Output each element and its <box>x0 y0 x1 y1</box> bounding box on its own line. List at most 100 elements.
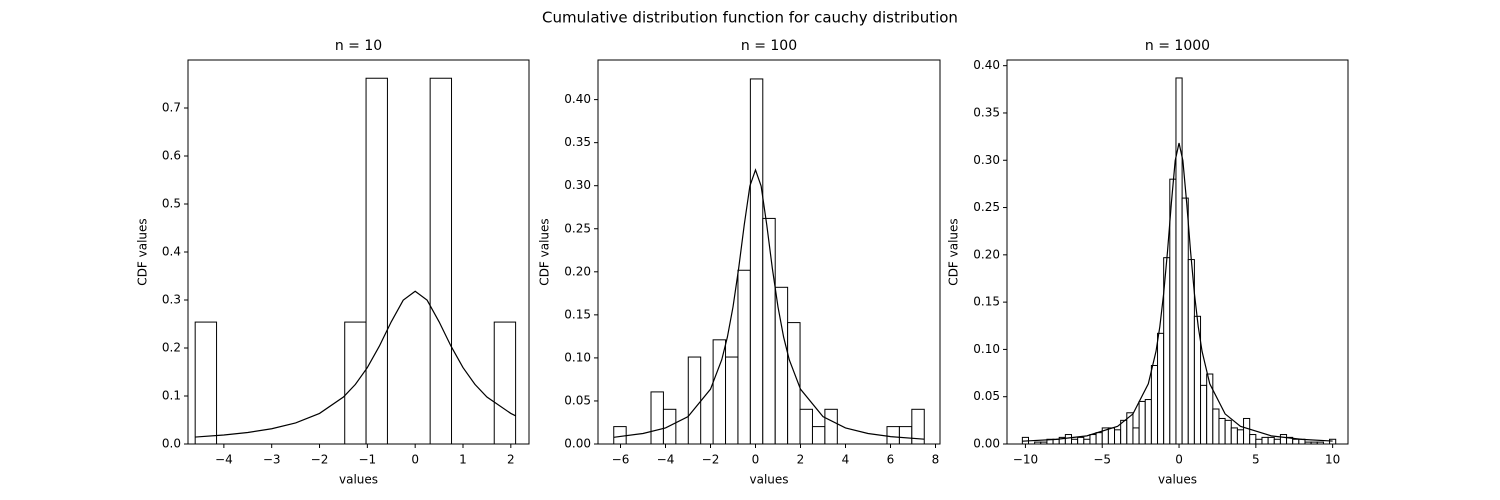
x-tick-label: 1 <box>459 453 467 467</box>
bar <box>1261 436 1269 445</box>
subplot-title: n = 10 <box>335 38 382 54</box>
x-tick-label: 10 <box>1325 453 1340 467</box>
bar <box>1218 417 1226 445</box>
bar <box>774 286 789 445</box>
bar <box>662 408 677 445</box>
y-axis-label: CDF values <box>538 218 552 285</box>
bar <box>1132 427 1140 445</box>
y-tick-label: 0.05 <box>973 389 1000 403</box>
y-tick-label: 0.10 <box>564 350 591 364</box>
bar <box>650 391 664 445</box>
y-tick-label: 0.30 <box>564 178 591 192</box>
x-tick-label: 2 <box>797 453 805 467</box>
y-tick-label: 0.20 <box>973 247 1000 261</box>
bar <box>1249 434 1257 445</box>
bar <box>687 356 702 445</box>
subplot-title: n = 100 <box>741 38 797 54</box>
axes-frame <box>597 59 941 445</box>
bar <box>737 269 751 445</box>
bar <box>886 426 900 445</box>
bar <box>1329 438 1337 445</box>
bar <box>429 77 453 445</box>
x-tick-label: 2 <box>507 453 515 467</box>
bar <box>1279 434 1288 445</box>
y-axis-label: CDF values <box>136 218 150 285</box>
bar <box>1230 427 1238 445</box>
bar <box>613 426 627 445</box>
bar <box>1120 419 1128 445</box>
y-axis-label: CDF values <box>947 218 961 285</box>
x-tick-label: 5 <box>1252 453 1260 467</box>
bar <box>493 321 517 445</box>
bar <box>1224 419 1232 445</box>
y-tick-label: 0.7 <box>162 101 181 115</box>
bar <box>344 321 367 445</box>
bar <box>1157 332 1165 445</box>
y-tick-label: 0.2 <box>162 341 181 355</box>
bar <box>1212 408 1220 445</box>
x-tick-label: −2 <box>311 453 329 467</box>
bar <box>1089 434 1097 445</box>
bar <box>811 426 826 445</box>
y-tick-label: 0.40 <box>564 92 591 106</box>
x-tick-label: 8 <box>932 453 940 467</box>
bar <box>1150 364 1159 445</box>
x-tick-label: −4 <box>215 453 233 467</box>
y-tick-label: 0.25 <box>564 221 591 235</box>
y-tick-label: 0.00 <box>564 437 591 451</box>
x-tick-label: 0 <box>411 453 419 467</box>
y-tick-label: 0.35 <box>973 105 1000 119</box>
bar <box>1077 436 1085 445</box>
y-tick-label: 0.0 <box>162 437 181 451</box>
bar <box>1200 384 1208 445</box>
bar <box>1071 438 1079 445</box>
bar <box>1169 178 1177 445</box>
bar <box>1144 399 1152 445</box>
bar <box>1107 427 1116 445</box>
y-tick-label: 0.4 <box>162 245 181 259</box>
bar <box>365 77 388 445</box>
y-tick-label: 0.5 <box>162 197 181 211</box>
bar <box>1095 432 1103 445</box>
x-tick-label: −2 <box>702 453 720 467</box>
bar <box>1181 197 1189 445</box>
bar <box>1243 417 1251 445</box>
subplot-title: n = 1000 <box>1145 38 1210 54</box>
x-tick-label: −1 <box>358 453 376 467</box>
x-axis-label: values <box>339 473 378 487</box>
y-tick-label: 0.6 <box>162 149 181 163</box>
y-tick-label: 0.25 <box>973 200 1000 214</box>
bar <box>1064 434 1073 445</box>
bar <box>194 321 218 445</box>
bar <box>1273 438 1281 445</box>
figure-title: Cumulative distribution function for cau… <box>542 9 958 27</box>
bar <box>824 408 838 445</box>
bar <box>1114 429 1122 445</box>
axes-frame <box>1006 59 1349 445</box>
bar <box>799 408 813 445</box>
x-tick-label: 6 <box>887 453 895 467</box>
bar <box>725 356 739 445</box>
x-tick-label: −4 <box>657 453 675 467</box>
bar <box>898 426 913 445</box>
x-tick-label: −3 <box>263 453 281 467</box>
y-tick-label: 0.35 <box>564 135 591 149</box>
x-tick-label: 0 <box>752 453 760 467</box>
bar <box>1138 400 1146 445</box>
y-tick-label: 0.30 <box>973 153 1000 167</box>
bar <box>762 217 776 445</box>
bar <box>712 339 727 445</box>
y-tick-label: 0.1 <box>162 389 181 403</box>
x-tick-label: 4 <box>842 453 850 467</box>
bar <box>1255 438 1263 445</box>
density-curve <box>195 290 516 438</box>
y-tick-label: 0.20 <box>564 264 591 278</box>
bar <box>1267 436 1275 445</box>
bar <box>1175 77 1183 445</box>
bar <box>1292 438 1300 445</box>
y-tick-label: 0.15 <box>973 295 1000 309</box>
x-tick-label: −10 <box>1013 453 1038 467</box>
y-tick-label: 0.40 <box>973 58 1000 72</box>
x-tick-label: 0 <box>1175 453 1183 467</box>
